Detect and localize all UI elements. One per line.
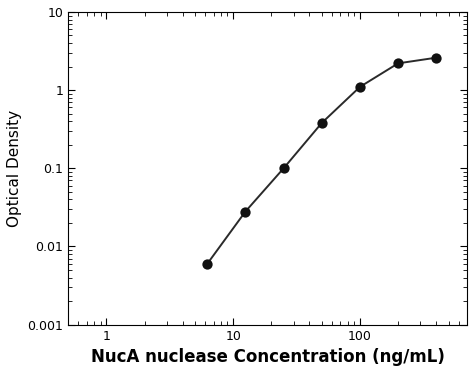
Point bbox=[203, 261, 211, 267]
Point bbox=[280, 165, 287, 171]
Point bbox=[356, 84, 364, 90]
Point bbox=[242, 209, 249, 214]
Point bbox=[394, 60, 402, 66]
Point bbox=[432, 55, 440, 61]
Point bbox=[318, 120, 326, 126]
Y-axis label: Optical Density: Optical Density bbox=[7, 110, 22, 227]
X-axis label: NucA nuclease Concentration (ng/mL): NucA nuclease Concentration (ng/mL) bbox=[91, 348, 445, 366]
